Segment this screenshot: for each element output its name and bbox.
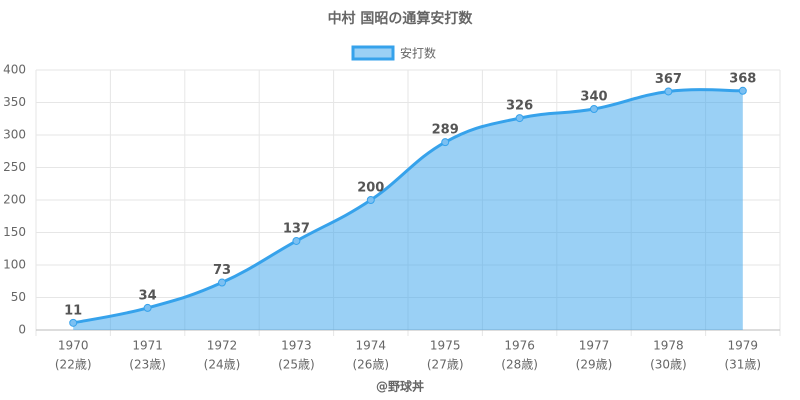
data-label: 73 [213,263,231,278]
legend-swatch [351,45,395,61]
caption: @野球丼 [376,379,424,394]
data-label: 289 [432,123,459,138]
y-tick-label: 350 [3,95,26,109]
point [515,114,524,123]
x-tick-label: (25歳) [278,358,315,372]
y-tick-label: 200 [3,193,26,207]
data-label: 368 [729,71,756,86]
point [366,196,375,204]
x-tick-label: 1972 [207,339,238,353]
x-tick-label: (22歳) [55,358,92,372]
x-tick-label: 1975 [430,339,461,353]
y-tick-label: 100 [3,258,26,272]
point [69,318,78,327]
x-tick-label: (23歳) [129,358,166,372]
x-tick-label: 1974 [356,339,387,353]
y-tick-label: 0 [18,323,26,337]
y-tick-label: 400 [3,63,26,77]
data-label: 326 [506,99,533,114]
chart-title: 中村 国昭の通算安打数 [328,10,474,27]
x-tick-label: 1979 [728,339,759,353]
area [73,89,743,330]
data-label: 340 [580,90,607,105]
x-tick-label: (30歳) [650,358,687,372]
point [441,138,450,147]
point [590,105,598,113]
data-label: 34 [139,288,157,303]
data-label: 11 [64,303,82,318]
point [218,278,226,287]
point [292,236,301,245]
y-tick-label: 300 [3,128,26,142]
point [143,303,152,312]
x-tick-label: (27歳) [427,358,464,372]
x-tick-label: (29歳) [576,358,613,372]
x-tick-label: (24歳) [204,358,241,372]
point [738,86,747,95]
legend-label: 安打数 [400,46,436,61]
x-tick-label: 1973 [281,339,312,353]
x-tick-label: (28歳) [501,358,538,372]
x-tick-label: 1978 [653,339,684,353]
y-tick-label: 150 [3,225,26,239]
x-tick-label: 1977 [579,339,610,353]
x-tick-label: (26歳) [352,358,389,372]
line [72,88,743,325]
x-tick-label: 1970 [58,339,89,353]
x-tick-label: 1976 [504,339,535,353]
x-tick-label: (31歳) [724,358,761,372]
data-label: 367 [655,72,682,87]
y-tick-label: 50 [11,290,26,304]
x-tick-label: 1971 [132,339,163,353]
y-tick-label: 250 [3,160,26,174]
point [664,87,673,96]
data-label: 137 [283,221,310,236]
data-label: 200 [357,181,384,196]
